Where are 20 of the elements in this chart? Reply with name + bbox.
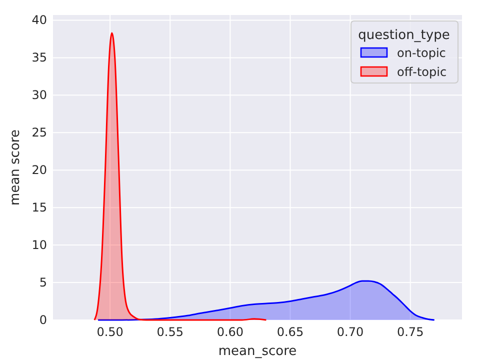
x-tick-label: 0.70 [336, 325, 364, 339]
y-axis-title: mean score [8, 130, 23, 206]
legend-label: on-topic [397, 46, 446, 60]
x-tick-label: 0.60 [216, 325, 244, 339]
y-tick-label: 35 [32, 50, 47, 65]
legend-title: question_type [358, 28, 450, 43]
legend-label: off-topic [397, 65, 447, 79]
x-tick-label: 0.55 [156, 325, 184, 339]
y-tick-label: 10 [32, 238, 47, 252]
y-tick-label: 40 [32, 13, 47, 28]
x-tick-label: 0.75 [396, 325, 424, 339]
y-tick-label: 30 [32, 88, 47, 102]
y-tick-label: 15 [32, 200, 47, 215]
x-tick-label: 0.65 [276, 325, 304, 339]
x-tick-label: 0.50 [96, 325, 124, 339]
y-tick-label: 5 [39, 276, 47, 290]
y-tick-label: 0 [39, 313, 47, 327]
x-axis-title: mean_score [218, 344, 297, 359]
y-tick-label: 20 [32, 163, 47, 178]
y-tick-label: 25 [32, 126, 47, 140]
